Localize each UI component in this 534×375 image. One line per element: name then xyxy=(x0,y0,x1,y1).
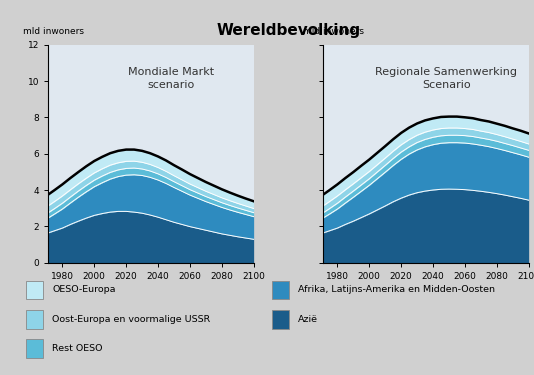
FancyBboxPatch shape xyxy=(272,310,289,329)
FancyBboxPatch shape xyxy=(26,310,43,329)
Text: Rest OESO: Rest OESO xyxy=(52,344,103,353)
Text: Mondiale Markt
scenario: Mondiale Markt scenario xyxy=(128,67,215,90)
Text: mld inwoners: mld inwoners xyxy=(302,27,364,36)
Text: mld inwoners: mld inwoners xyxy=(23,27,84,36)
Text: Oost-Europa en voormalige USSR: Oost-Europa en voormalige USSR xyxy=(52,315,211,324)
Text: Wereldbevolking: Wereldbevolking xyxy=(216,22,360,38)
FancyBboxPatch shape xyxy=(26,339,43,358)
Text: Azië: Azië xyxy=(299,315,318,324)
FancyBboxPatch shape xyxy=(26,280,43,299)
Text: Afrika, Latijns-Amerika en Midden-Oosten: Afrika, Latijns-Amerika en Midden-Oosten xyxy=(299,285,496,294)
FancyBboxPatch shape xyxy=(272,280,289,299)
Text: OESO-Europa: OESO-Europa xyxy=(52,285,116,294)
Text: Regionale Samenwerking
Scenario: Regionale Samenwerking Scenario xyxy=(375,67,517,90)
